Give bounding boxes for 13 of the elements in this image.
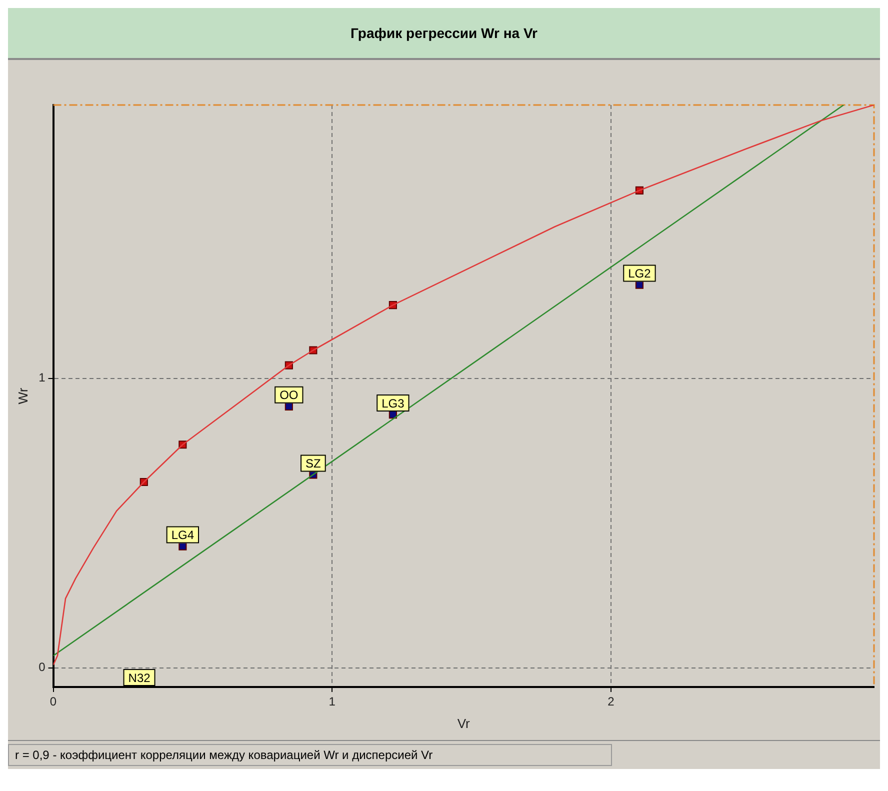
x-axis-title: Vr <box>457 716 471 731</box>
x-tick-label: 1 <box>328 694 336 709</box>
annotation: OO <box>280 388 298 402</box>
annotation: N32 <box>128 670 151 685</box>
annotation: LG3 <box>382 396 405 410</box>
chart-title: График регрессии Wr на Vr <box>8 8 880 60</box>
annotation: LG2 <box>628 266 652 281</box>
annotation: LG4 <box>171 528 194 542</box>
y-axis-title: Wr <box>15 387 30 404</box>
x-tick-label: 2 <box>608 694 615 709</box>
text: r = 0,9 - коэффициент корреляции между ковариацией Wr и дисперсией Vr <box>8 744 612 766</box>
annotation: SZ <box>306 456 321 471</box>
x-tick-label: 0 <box>50 694 57 709</box>
